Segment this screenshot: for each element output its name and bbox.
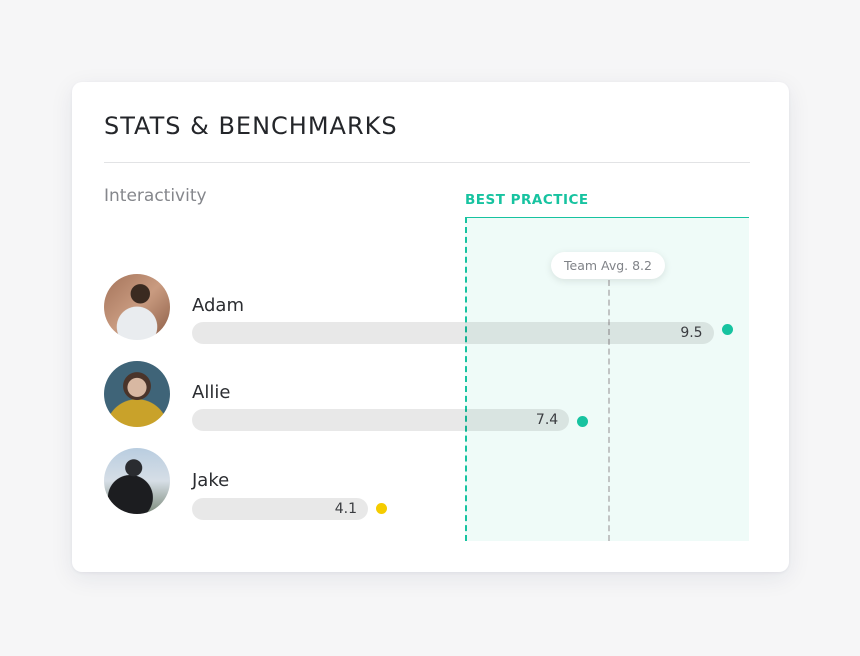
team-average-line — [608, 280, 610, 541]
metric-label: Interactivity — [104, 186, 207, 206]
person-name: Jake — [192, 470, 230, 491]
score-value: 9.5 — [680, 325, 703, 341]
score-value: 7.4 — [535, 412, 559, 428]
divider — [104, 162, 750, 163]
card-title: STATS & BENCHMARKS — [104, 112, 398, 140]
score-value: 4.1 — [334, 501, 357, 517]
team-average-label: Team Avg. 8.2 — [551, 252, 665, 279]
score-bar: 4.1 — [192, 498, 368, 520]
person-name: Adam — [192, 295, 244, 316]
avatar-allie — [104, 361, 170, 427]
person-name: Allie — [192, 382, 231, 403]
best-practice-label: BEST PRACTICE — [465, 192, 589, 208]
avatar-adam — [104, 274, 170, 340]
status-dot — [721, 324, 733, 335]
score-bar: 7.4 — [192, 409, 570, 431]
status-dot — [376, 503, 387, 514]
score-bar: 9.5 — [192, 322, 714, 344]
best-practice-threshold-line — [465, 217, 467, 541]
status-dot — [577, 416, 589, 427]
avatar-jake — [104, 448, 170, 514]
